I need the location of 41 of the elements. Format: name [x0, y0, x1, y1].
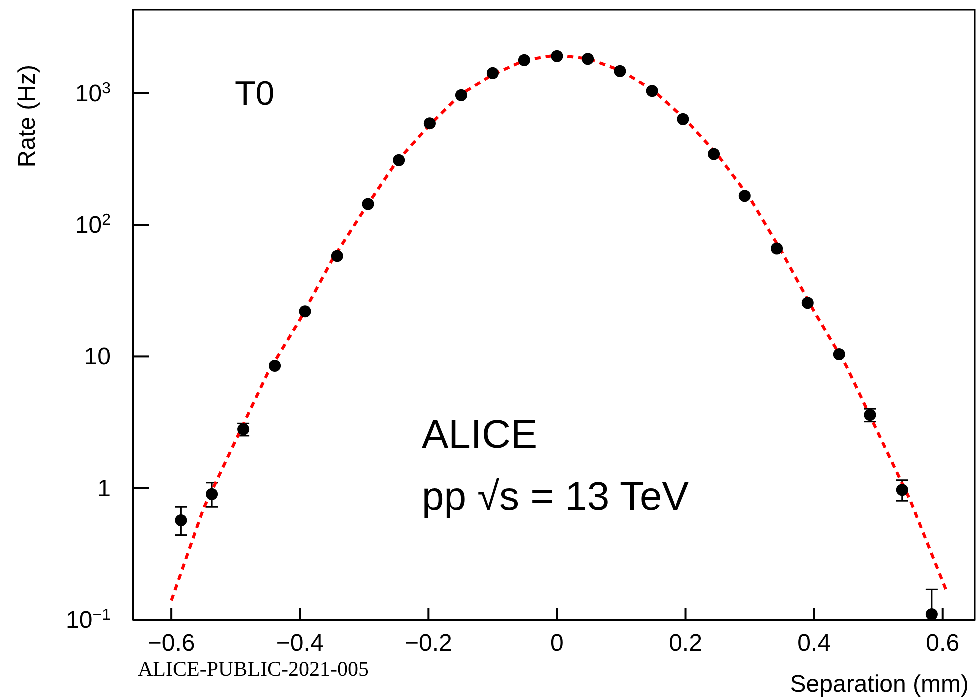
point: [362, 198, 374, 210]
point: [551, 50, 564, 62]
annotation: pp √s = 13 TeV: [422, 475, 690, 519]
point: [486, 67, 499, 80]
text: ALICE-PUBLIC-2021-005: [138, 657, 369, 681]
x-tick-label: −0.4: [276, 630, 324, 658]
point: [896, 484, 908, 496]
annotation: T0: [235, 75, 275, 113]
point: [708, 148, 720, 160]
point: [455, 89, 468, 102]
point: [299, 306, 312, 318]
x-tick-label: 0.4: [798, 630, 831, 658]
annotation: ALICE: [422, 413, 538, 457]
point: [926, 608, 938, 620]
point: [518, 54, 530, 66]
y-tick-label: 10$^{2}$: [75, 212, 112, 240]
x-tick-label: 0.6: [926, 630, 960, 658]
point: [771, 242, 784, 255]
x-tick-label: 0.2: [669, 630, 702, 658]
y-tick-label: 10$^{−1}$: [66, 606, 112, 634]
y-tick-label: 10$^{3}$: [75, 80, 112, 108]
x-tick-label: −0.6: [148, 630, 196, 658]
point: [646, 85, 658, 98]
point: [424, 118, 436, 130]
x-axis-title: Separation (mm): [790, 671, 969, 698]
point: [206, 488, 218, 500]
x-tick-label: −0.2: [404, 630, 452, 658]
y-tick-label: 1: [98, 475, 111, 502]
x-tick-label: 0: [550, 630, 564, 658]
point: [677, 113, 690, 126]
y-axis-title: Rate (Hz): [14, 65, 42, 168]
point: [331, 250, 344, 262]
point: [833, 348, 846, 360]
point: [393, 154, 406, 166]
point: [738, 190, 751, 202]
y-tick-label: 10: [84, 344, 111, 371]
point: [582, 53, 594, 66]
point: [175, 514, 188, 526]
point: [614, 65, 626, 78]
point: [269, 360, 282, 372]
point: [802, 297, 814, 310]
